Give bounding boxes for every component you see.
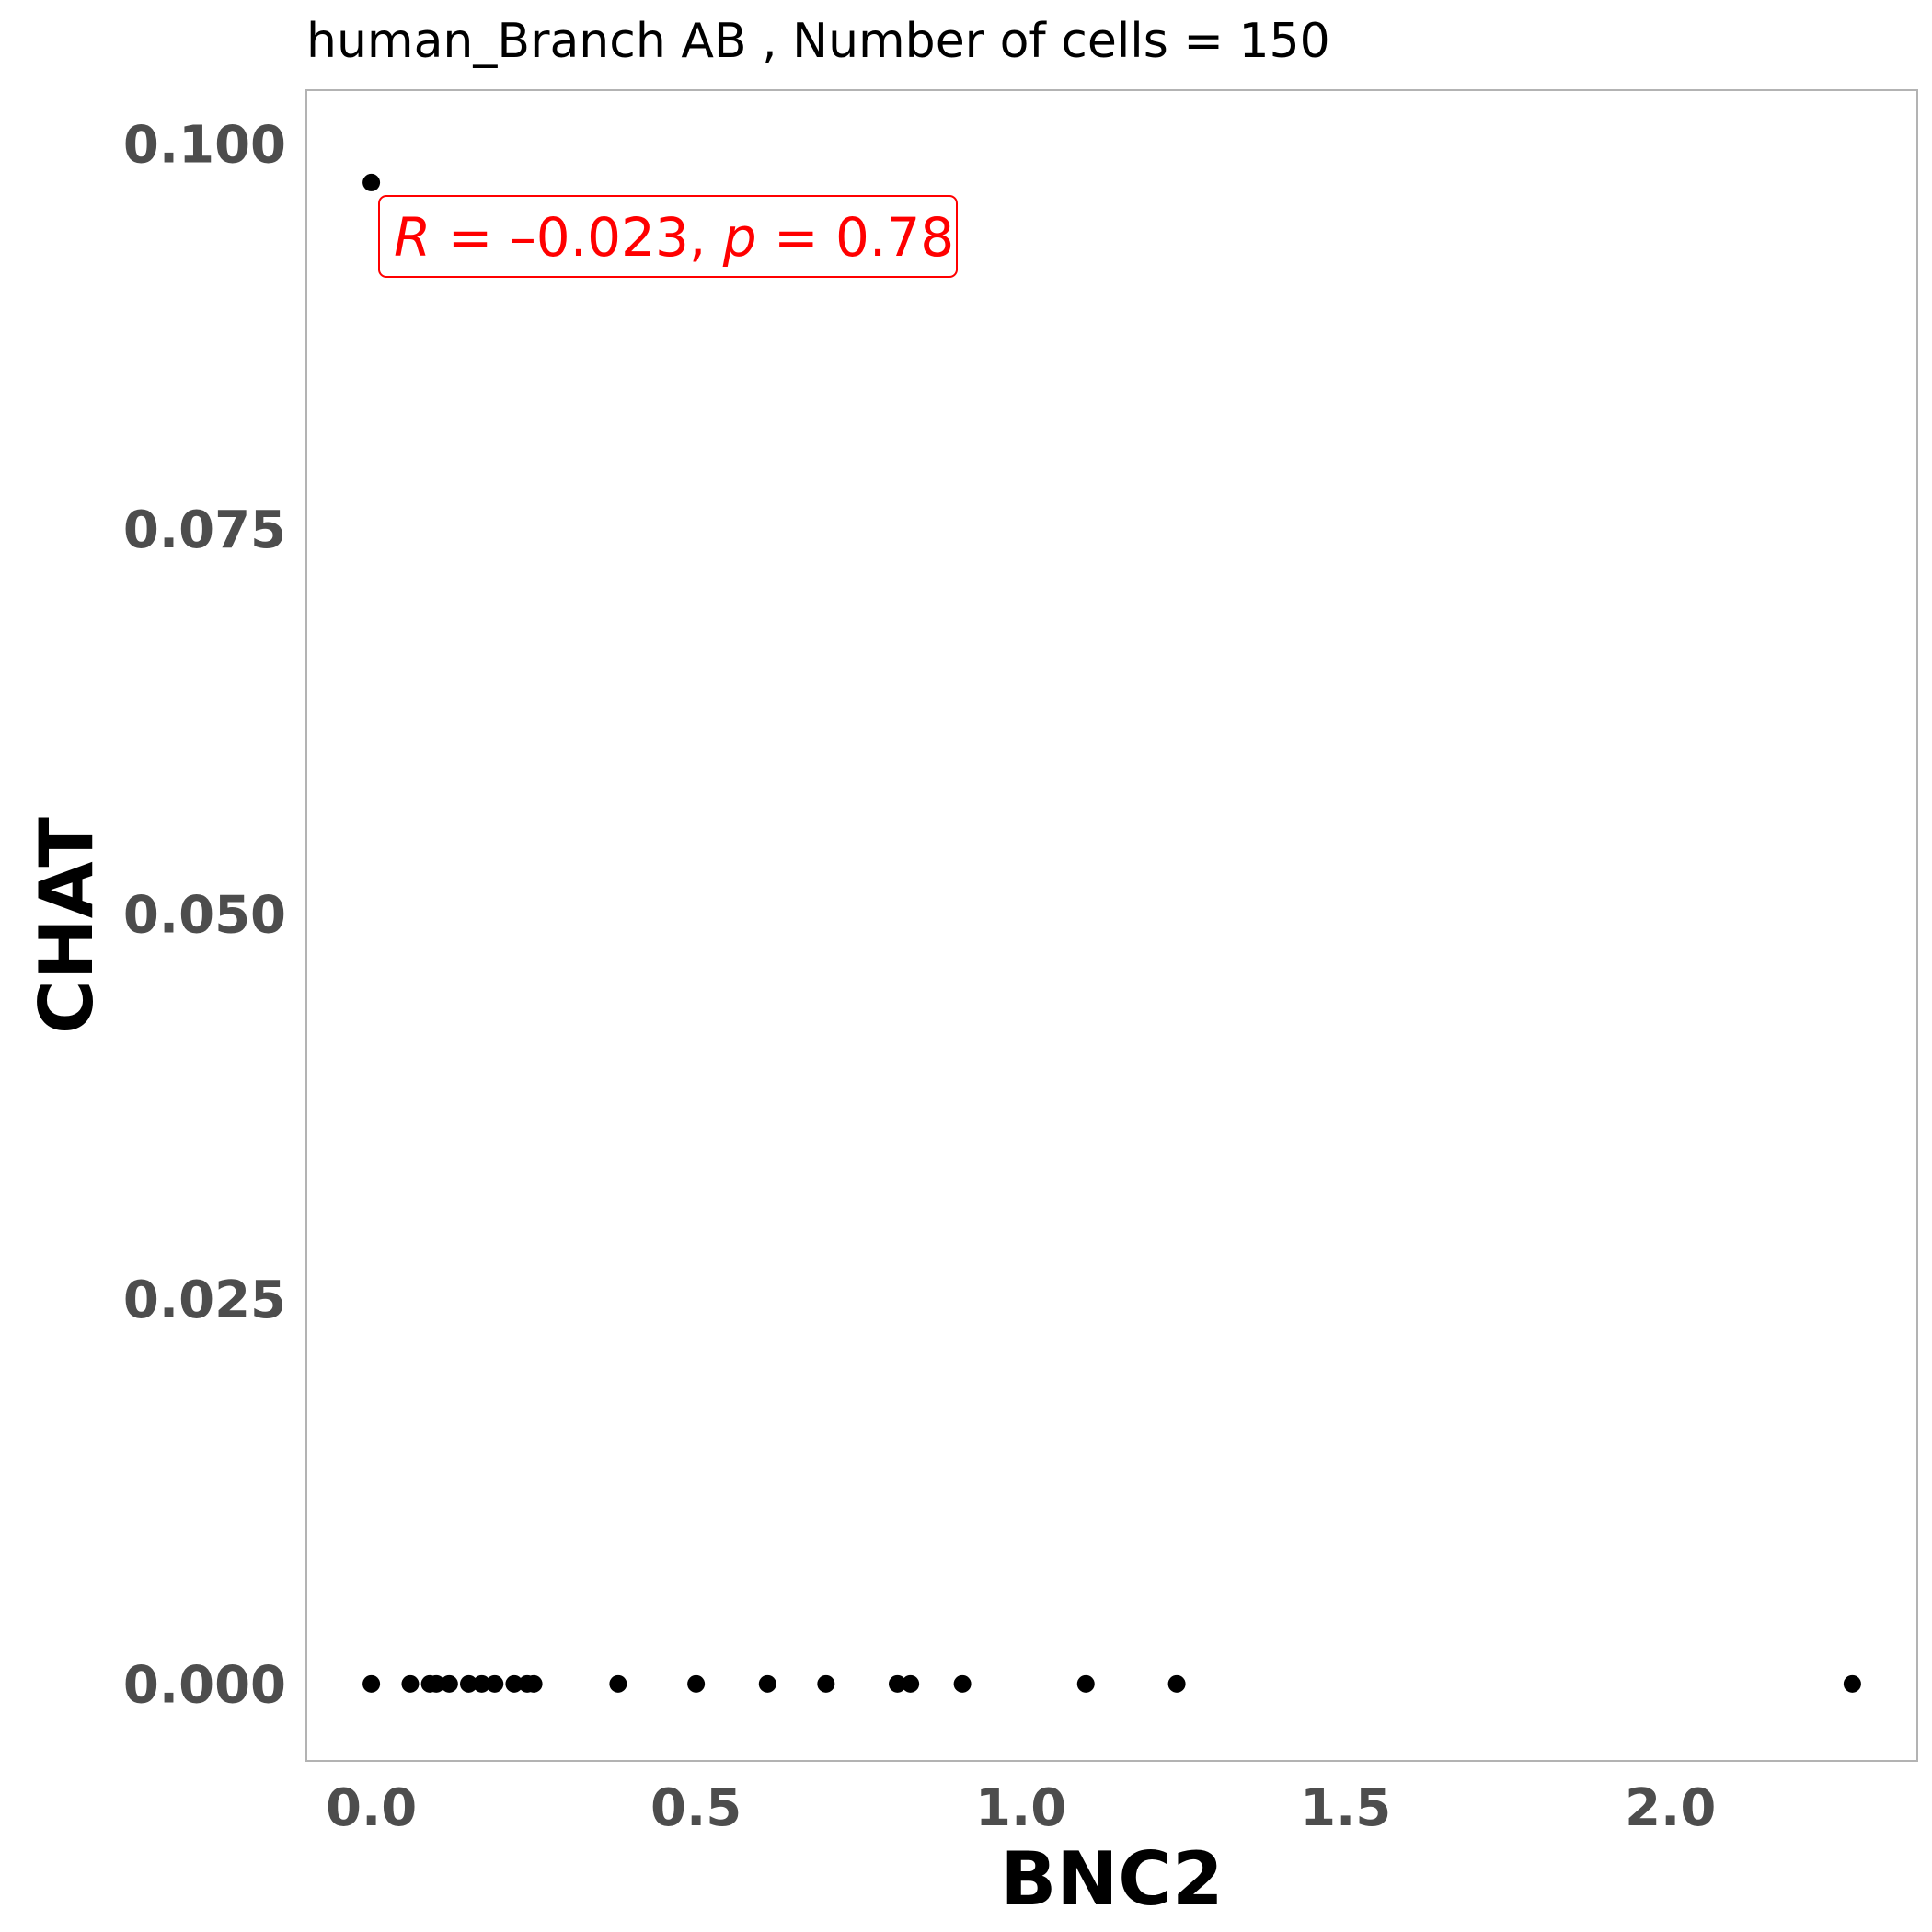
- data-point: [473, 1674, 491, 1693]
- data-point: [401, 1674, 420, 1693]
- x-axis-ticks: 0.0 0.5 1.0 1.5 2.0: [326, 1778, 1716, 1838]
- x-tick-label: 1.0: [975, 1778, 1066, 1838]
- correlation-annotation: R = –0.023, p = 0.78: [378, 195, 958, 278]
- plot-panel: [305, 89, 1918, 1762]
- y-tick-label: 0.050: [123, 885, 286, 945]
- x-tick-label: 0.0: [326, 1778, 417, 1838]
- r-symbol: R: [394, 206, 431, 269]
- data-point: [609, 1674, 627, 1693]
- y-tick-label: 0.075: [123, 500, 286, 560]
- chart-title: human_Branch AB , Number of cells = 150: [306, 14, 1330, 69]
- data-point: [362, 1674, 381, 1693]
- p-value: 0.78: [835, 206, 954, 269]
- data-point: [362, 173, 381, 191]
- data-point: [687, 1674, 706, 1693]
- data-point: [902, 1674, 920, 1693]
- data-point: [953, 1674, 972, 1693]
- x-tick-label: 0.5: [650, 1778, 742, 1838]
- data-point: [505, 1674, 523, 1693]
- annotation-text: R = –0.023, p = 0.78: [394, 206, 954, 269]
- points-layer: [362, 173, 1861, 1693]
- data-point: [758, 1674, 776, 1693]
- data-point: [427, 1674, 445, 1693]
- data-point: [1843, 1674, 1861, 1693]
- y-tick-label: 0.025: [123, 1271, 286, 1330]
- annotation-separator: ,: [689, 206, 723, 269]
- y-axis-ticks: 0.000 0.025 0.050 0.075 0.100: [123, 116, 286, 1716]
- x-tick-label: 1.5: [1300, 1778, 1391, 1838]
- p-symbol: p: [722, 206, 757, 269]
- x-tick-label: 2.0: [1625, 1778, 1716, 1838]
- data-point: [524, 1674, 543, 1693]
- p-equals: =: [757, 206, 835, 269]
- r-value: –0.023: [510, 206, 689, 269]
- r-equals: =: [431, 206, 509, 269]
- data-point: [440, 1674, 458, 1693]
- y-tick-label: 0.100: [123, 116, 286, 176]
- data-point: [817, 1674, 835, 1693]
- y-tick-label: 0.000: [123, 1655, 286, 1715]
- data-point: [889, 1674, 907, 1693]
- x-axis-title: BNC2: [1000, 1836, 1223, 1922]
- data-point: [460, 1674, 478, 1693]
- y-axis-title: CHAT: [24, 817, 109, 1034]
- annotation-box: [378, 195, 958, 278]
- data-point: [486, 1674, 504, 1693]
- data-point: [1167, 1674, 1186, 1693]
- data-point: [1076, 1674, 1095, 1693]
